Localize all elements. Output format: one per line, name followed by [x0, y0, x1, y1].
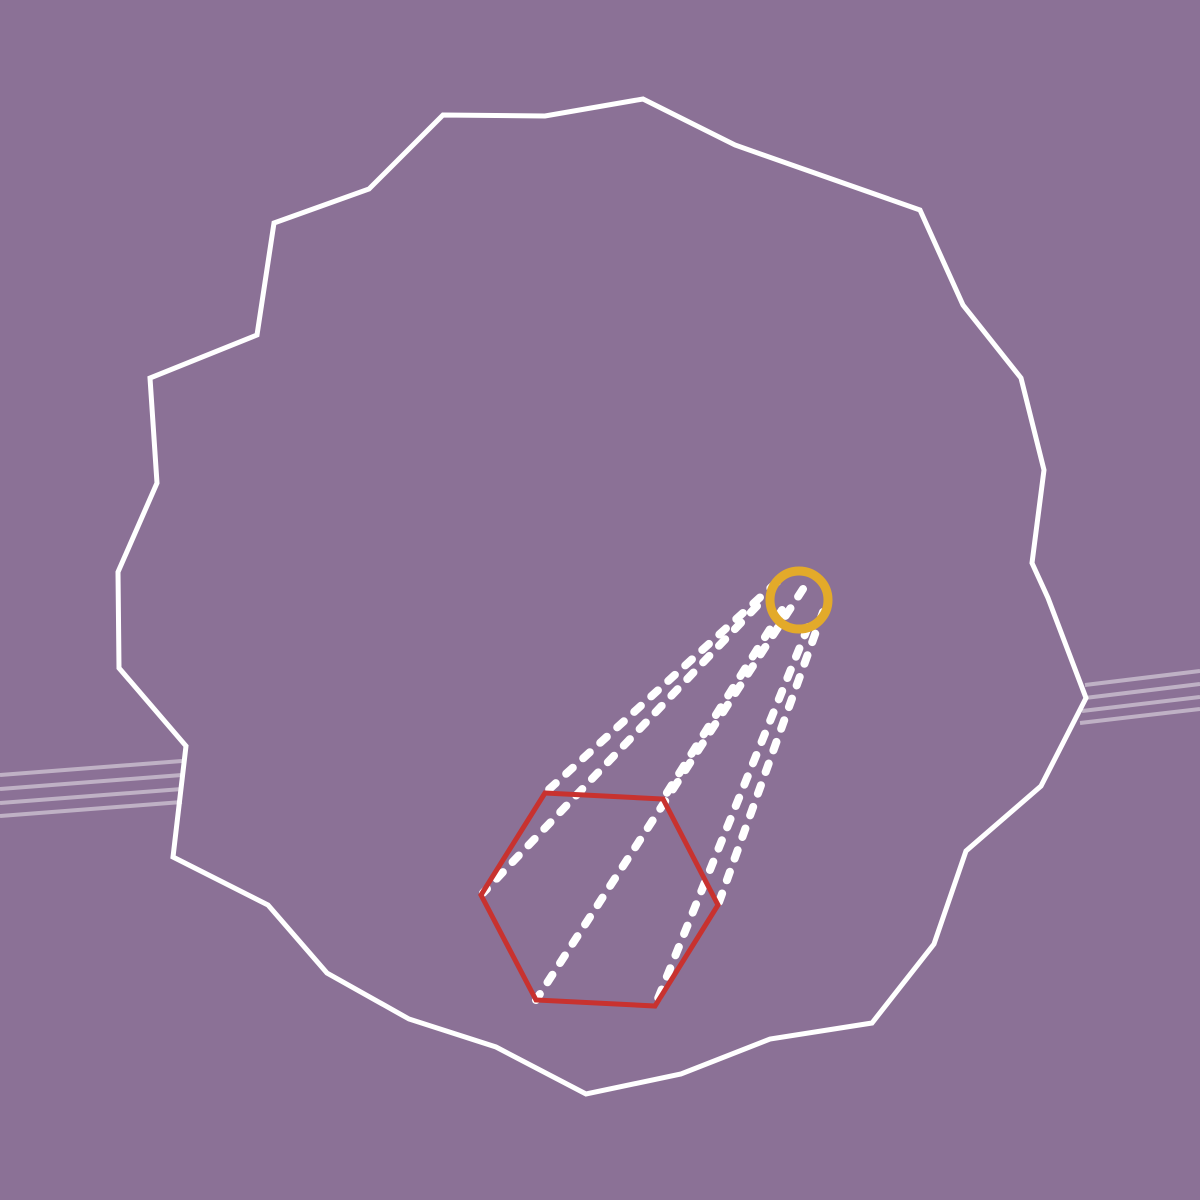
beam-to-right — [714, 608, 827, 909]
beam-to-bottom-left — [532, 585, 807, 1004]
emitter-ring[interactable] — [765, 566, 833, 634]
beam-to-top-right — [659, 606, 786, 803]
left-rail — [0, 759, 183, 818]
beam-to-left — [479, 602, 761, 897]
right-rail — [1079, 669, 1200, 725]
beam-to-bottom-right — [651, 623, 812, 1010]
beam-group — [479, 578, 827, 1010]
arena-boundary — [115, 96, 1089, 1097]
beam-to-top-left — [541, 578, 781, 797]
target-hexagon[interactable] — [478, 790, 721, 1009]
